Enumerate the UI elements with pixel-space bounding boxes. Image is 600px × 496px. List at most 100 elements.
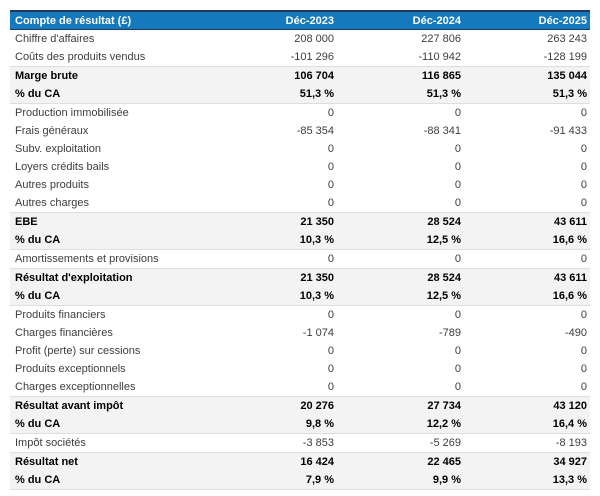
table-row: Produits exceptionnels 0 0 0: [10, 360, 590, 378]
row-value: 13,3 %: [464, 471, 590, 490]
table-row: Charges exceptionnelles 0 0 0: [10, 378, 590, 397]
row-label: Résultat net: [10, 452, 210, 471]
row-value: -101 296: [290, 51, 334, 63]
table-row: % du CA 10,3 % 12,5 % 16,6 %: [10, 231, 590, 250]
income-statement-panel: Compte de résultat (£) Déc-2023 Déc-2024…: [10, 10, 590, 490]
row-label: Amortissements et provisions: [15, 253, 159, 265]
row-value: 0: [454, 197, 461, 209]
row-value: 34 927: [464, 452, 590, 471]
table-row: Loyers crédits bails 0 0 0: [10, 158, 590, 176]
row-value: -490: [564, 327, 587, 339]
row-value: 12,5 %: [337, 231, 464, 250]
table-row: EBE 21 350 28 524 43 611: [10, 212, 590, 231]
table-title: Compte de résultat (£): [10, 10, 210, 30]
row-value: 0: [580, 309, 587, 321]
row-label: EBE: [10, 212, 210, 231]
row-value: 7,9 %: [210, 471, 337, 490]
row-value: 0: [580, 363, 587, 375]
row-value: 135 044: [464, 66, 590, 85]
table-row: Produits financiers 0 0 0: [10, 306, 590, 325]
row-value: 0: [580, 381, 587, 393]
row-value: -1 074: [302, 327, 334, 339]
row-value: 43 611: [464, 268, 590, 287]
row-value: 0: [580, 197, 587, 209]
row-value: 0: [327, 253, 334, 265]
column-header-dec-2023: Déc-2023: [210, 10, 337, 30]
table-row: Amortissements et provisions 0 0 0: [10, 250, 590, 269]
table-row: Subv. exploitation 0 0 0: [10, 140, 590, 158]
row-value: -110 942: [418, 51, 461, 63]
row-label: Impôt sociétés: [15, 437, 86, 449]
table-row: Résultat net 16 424 22 465 34 927: [10, 452, 590, 471]
table-row: Production immobilisée 0 0 0: [10, 104, 590, 123]
row-value: 21 350: [210, 268, 337, 287]
row-value: 22 465: [337, 452, 464, 471]
row-value: 21 350: [210, 212, 337, 231]
row-value: -88 341: [423, 125, 461, 137]
row-value: 0: [580, 107, 587, 119]
column-header-dec-2025: Déc-2025: [464, 10, 590, 30]
income-statement-table: Compte de résultat (£) Déc-2023 Déc-2024…: [10, 10, 590, 490]
row-label: Résultat d'exploitation: [10, 268, 210, 287]
row-value: 0: [454, 179, 461, 191]
row-label: Loyers crédits bails: [15, 161, 110, 173]
row-value: 0: [327, 381, 334, 393]
row-value: 106 704: [210, 66, 337, 85]
row-label: Résultat avant impôt: [10, 396, 210, 415]
row-value: 12,2 %: [337, 415, 464, 434]
row-value: 16,6 %: [464, 287, 590, 306]
row-label: Profit (perte) sur cessions: [15, 345, 141, 357]
row-label: Chiffre d'affaires: [15, 33, 95, 45]
row-label: % du CA: [10, 471, 210, 490]
row-value: -128 199: [543, 51, 587, 63]
table-row: Résultat avant impôt 20 276 27 734 43 120: [10, 396, 590, 415]
row-value: -91 433: [549, 125, 587, 137]
table-row: Chiffre d'affaires 208 000 227 806 263 243: [10, 30, 590, 49]
row-value: 0: [327, 345, 334, 357]
row-value: 0: [454, 143, 461, 155]
row-value: 12,5 %: [337, 287, 464, 306]
row-value: 0: [327, 363, 334, 375]
row-value: 27 734: [337, 396, 464, 415]
row-value: 0: [454, 381, 461, 393]
row-value: -3 853: [302, 437, 334, 449]
row-value: 51,3 %: [337, 85, 464, 104]
table-row: Autres charges 0 0 0: [10, 194, 590, 213]
row-label: % du CA: [10, 85, 210, 104]
row-value: 43 611: [464, 212, 590, 231]
row-value: 0: [327, 309, 334, 321]
row-label: Produits exceptionnels: [15, 363, 126, 375]
row-value: 0: [327, 179, 334, 191]
row-label: Coûts des produits vendus: [15, 51, 146, 63]
row-value: 20 276: [210, 396, 337, 415]
row-value: 0: [580, 253, 587, 265]
row-label: Autres produits: [15, 179, 89, 191]
row-label: Produits financiers: [15, 309, 106, 321]
table-row: Profit (perte) sur cessions 0 0 0: [10, 342, 590, 360]
row-value: -5 269: [429, 437, 461, 449]
row-label: % du CA: [10, 415, 210, 434]
row-label: Autres charges: [15, 197, 89, 209]
row-value: 0: [580, 179, 587, 191]
row-value: 51,3 %: [464, 85, 590, 104]
row-value: 0: [327, 107, 334, 119]
table-row: Marge brute 106 704 116 865 135 044: [10, 66, 590, 85]
row-value: 0: [580, 345, 587, 357]
row-label: % du CA: [10, 231, 210, 250]
row-value: 10,3 %: [210, 287, 337, 306]
row-value: -8 193: [555, 437, 587, 449]
table-body: Chiffre d'affaires 208 000 227 806 263 243 C…: [10, 30, 590, 490]
row-value: 0: [454, 345, 461, 357]
table-row: Charges financières -1 074 -789 -490: [10, 324, 590, 342]
row-value: 0: [327, 143, 334, 155]
row-value: 16,6 %: [464, 231, 590, 250]
table-row: Coûts des produits vendus -101 296 -110 94…: [10, 48, 590, 67]
table-row: Résultat d'exploitation 21 350 28 524 43 61…: [10, 268, 590, 287]
row-value: 28 524: [337, 268, 464, 287]
row-label: Production immobilisée: [15, 107, 129, 119]
row-label: Charges exceptionnelles: [15, 381, 136, 393]
row-value: 208 000: [294, 33, 334, 45]
row-value: 0: [454, 253, 461, 265]
row-value: 0: [454, 309, 461, 321]
row-value: 16,4 %: [464, 415, 590, 434]
